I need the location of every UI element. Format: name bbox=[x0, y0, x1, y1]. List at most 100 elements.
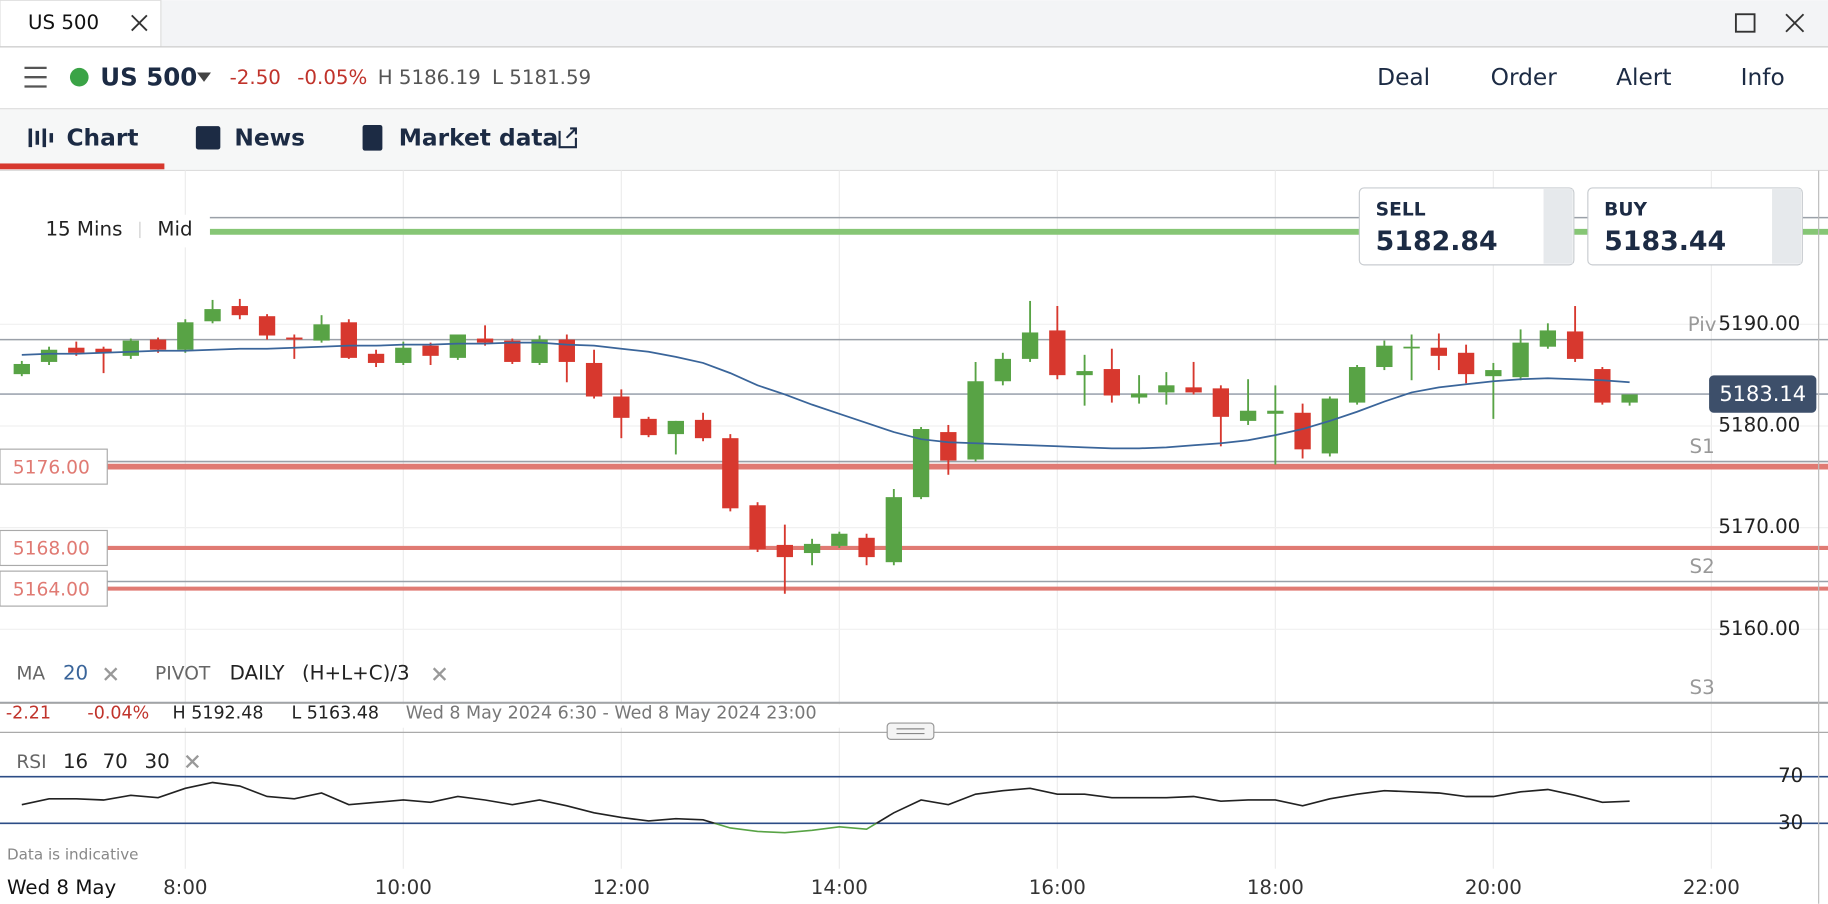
candle-body bbox=[313, 324, 330, 341]
instrument[interactable]: US 500 bbox=[100, 62, 197, 91]
sell-price: 5182.84 bbox=[1376, 226, 1498, 257]
price-type[interactable]: Mid bbox=[157, 217, 192, 240]
candle-body bbox=[1348, 367, 1366, 403]
remove-rsi[interactable] bbox=[185, 754, 200, 769]
x-tick-label: 10:00 bbox=[375, 876, 432, 899]
rsi-line bbox=[21, 781, 1630, 834]
x-tick-label: 14:00 bbox=[811, 876, 868, 899]
candle-body bbox=[1158, 385, 1175, 393]
candle-body bbox=[885, 497, 902, 563]
x-tick-label: 18:00 bbox=[1247, 876, 1304, 899]
candle-body bbox=[68, 347, 85, 353]
remove-ma[interactable] bbox=[104, 667, 118, 681]
tab-market-data[interactable]: Market data bbox=[399, 124, 559, 151]
candle-body bbox=[640, 418, 657, 436]
candle-body bbox=[476, 338, 494, 343]
candle-body bbox=[585, 362, 603, 397]
candle-body bbox=[994, 358, 1011, 382]
rsi-label: RSI bbox=[16, 752, 46, 773]
order[interactable]: Order bbox=[1491, 64, 1558, 91]
last-price-label: 5183.14 bbox=[1719, 382, 1806, 406]
pivot-label: S2 bbox=[1690, 555, 1715, 578]
header bbox=[0, 46, 1828, 109]
candle-body bbox=[858, 537, 875, 558]
timeframe[interactable]: 15 Mins bbox=[45, 217, 122, 240]
x-tick-label: 8:00 bbox=[163, 876, 207, 899]
buy-price: 5183.44 bbox=[1604, 226, 1726, 257]
pivot-label: S3 bbox=[1690, 676, 1715, 699]
tab-chart[interactable]: Chart bbox=[66, 124, 138, 151]
candle-body bbox=[1103, 369, 1121, 396]
candle-body bbox=[13, 363, 30, 375]
buy-button[interactable] bbox=[1587, 187, 1803, 266]
stats-low: L 5163.48 bbox=[291, 704, 379, 724]
info[interactable]: Info bbox=[1741, 64, 1785, 91]
close-window[interactable] bbox=[1785, 13, 1805, 33]
remove-pivot[interactable] bbox=[432, 667, 447, 681]
candle-body bbox=[1566, 331, 1584, 359]
candle-body bbox=[1321, 398, 1339, 454]
dropdown[interactable] bbox=[197, 72, 212, 82]
candle-body bbox=[558, 339, 575, 362]
candle-body bbox=[531, 339, 548, 363]
y-tick-label: 5170.00 bbox=[1718, 515, 1800, 538]
news-icon bbox=[195, 126, 221, 150]
y-tick-label: 5180.00 bbox=[1718, 413, 1800, 436]
candle-body bbox=[1049, 330, 1066, 376]
menu[interactable] bbox=[24, 66, 47, 88]
ma-line bbox=[21, 341, 1630, 450]
candle-body bbox=[1130, 393, 1148, 398]
candle-body bbox=[1376, 345, 1393, 368]
candle-body bbox=[967, 381, 984, 460]
candle-body bbox=[1239, 410, 1257, 421]
level-box bbox=[0, 448, 108, 485]
alert[interactable]: Alert bbox=[1616, 64, 1671, 91]
candle-body bbox=[231, 306, 248, 316]
sell-button[interactable] bbox=[1358, 187, 1575, 266]
change-pct: -0.05% bbox=[297, 66, 367, 89]
titlebar bbox=[0, 0, 1828, 47]
candle-body bbox=[504, 340, 521, 362]
active-tab-indicator bbox=[0, 163, 165, 170]
deal[interactable]: Deal bbox=[1377, 64, 1430, 91]
candle-body bbox=[831, 533, 848, 546]
high: H 5186.19 bbox=[378, 66, 481, 89]
candle-body bbox=[367, 353, 385, 363]
stats-change-pct: -0.04% bbox=[87, 704, 149, 724]
candle-body bbox=[1294, 412, 1311, 450]
x-tick-label: 16:00 bbox=[1029, 876, 1086, 899]
chart-icon bbox=[28, 128, 54, 148]
y-tick-label: 5190.00 bbox=[1718, 312, 1800, 335]
candle-body bbox=[258, 316, 276, 336]
level-label: 5164.00 bbox=[13, 579, 90, 600]
window-tab[interactable] bbox=[0, 0, 162, 48]
candle-body bbox=[776, 544, 793, 558]
candle-body bbox=[422, 345, 439, 356]
pivot-label: S1 bbox=[1690, 435, 1715, 458]
stats-high: H 5192.48 bbox=[173, 704, 264, 724]
pivot-label: Piv bbox=[1688, 313, 1717, 336]
candle-body bbox=[1267, 410, 1284, 414]
buy-label: BUY bbox=[1604, 200, 1647, 221]
rsi-upper: 70 bbox=[103, 750, 128, 773]
rsi-lower: 30 bbox=[145, 750, 170, 773]
pivot-label: PIVOT bbox=[155, 664, 211, 685]
market-icon bbox=[362, 124, 383, 151]
rsi-period: 16 bbox=[63, 750, 88, 773]
tab-news[interactable]: News bbox=[234, 124, 305, 151]
y-tick-label: 5160.00 bbox=[1718, 617, 1800, 640]
candle-body bbox=[803, 543, 821, 554]
candle-body bbox=[340, 322, 357, 358]
close-tab[interactable] bbox=[131, 14, 148, 32]
maximize[interactable] bbox=[1734, 13, 1756, 33]
candle-body bbox=[1430, 347, 1448, 356]
ma-label: MA bbox=[16, 664, 45, 685]
candle-body bbox=[940, 432, 957, 461]
candle-body bbox=[204, 309, 221, 322]
candle-body bbox=[1621, 394, 1638, 403]
panel-resize[interactable] bbox=[886, 722, 935, 740]
timeframe-box[interactable] bbox=[0, 214, 210, 248]
candle-body bbox=[1076, 371, 1093, 376]
